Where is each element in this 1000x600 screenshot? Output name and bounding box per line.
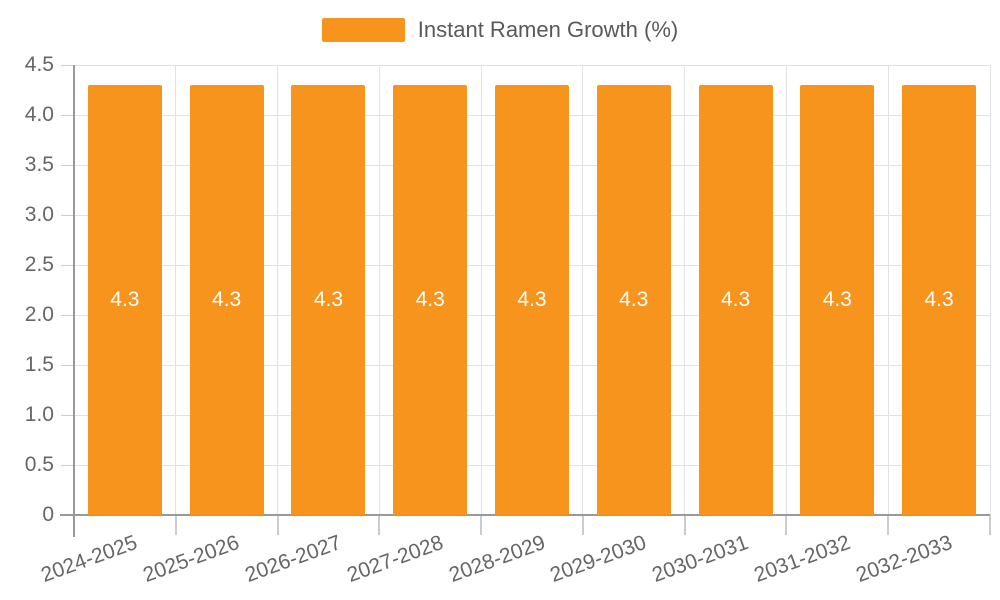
gridline-v: [887, 65, 889, 515]
y-tick: [61, 164, 74, 166]
y-tick-label: 2.5: [24, 253, 54, 276]
y-axis-labels: 0 0.5 1.0 1.5 2.0 2.5 3.0 3.5 4.0 4.5: [0, 53, 54, 526]
x-axis-labels: 2024-2025 2025-2026 2026-2027 2027-2028 2028…: [39, 515, 990, 600]
gridline-v: [378, 65, 380, 515]
bar: [291, 85, 366, 515]
y-tick-label: 0: [42, 503, 54, 526]
y-tick-label: 3.0: [24, 203, 54, 226]
gridline-v: [175, 65, 177, 515]
x-tick: [887, 515, 890, 535]
y-tick-label: 2.0: [24, 303, 54, 326]
x-tick: [174, 515, 177, 535]
x-tick: [276, 515, 279, 535]
gridline-v: [277, 65, 279, 515]
y-tick-label: 4.5: [24, 53, 54, 76]
bar-value-label: 4.3: [924, 288, 954, 311]
x-tick-label: 2028-2029: [445, 531, 548, 587]
plot-area: 4.3 4.3 4.3 4.3 4.3 4.3 4.3 4.3 4.3: [60, 64, 991, 537]
bar: [698, 85, 773, 515]
y-tick: [61, 114, 74, 116]
bar: [902, 85, 977, 515]
x-tick-label: 2032-2033: [852, 531, 955, 587]
gridline-v: [684, 65, 686, 515]
y-tick-label: 0.5: [24, 453, 54, 476]
bar-value-label: 4.3: [619, 288, 649, 311]
y-axis-line: [73, 65, 75, 537]
y-tick: [61, 414, 74, 416]
y-tick-label: 4.0: [24, 103, 54, 126]
y-tick-label: 3.5: [24, 153, 54, 176]
bar: [87, 85, 162, 515]
y-tick-label: 1.5: [24, 353, 54, 376]
legend-swatch: [321, 18, 405, 42]
x-tick-label: 2026-2027: [242, 531, 345, 587]
x-tick: [480, 515, 483, 535]
x-tick-label: 2031-2032: [750, 531, 854, 587]
x-tick: [683, 515, 686, 535]
legend[interactable]: Instant Ramen Growth (%): [0, 17, 1000, 43]
bar-value-label: 4.3: [212, 288, 242, 311]
gridline-v: [989, 65, 991, 515]
bar: [800, 85, 875, 515]
x-tick-label: 2029-2030: [547, 531, 650, 587]
gridline-v: [785, 65, 787, 515]
x-tick: [581, 515, 584, 535]
bar-value-label: 4.3: [822, 288, 852, 311]
y-tick: [61, 214, 74, 216]
gridline-h: [74, 64, 990, 66]
y-tick-label: 1.0: [24, 403, 54, 426]
x-tick-label: 2024-2025: [38, 531, 141, 587]
x-tick-label: 2027-2028: [343, 531, 447, 587]
x-tick-label: 2030-2031: [649, 531, 752, 587]
bar-value-label: 4.3: [517, 288, 547, 311]
bar: [495, 85, 569, 515]
x-tick: [785, 515, 788, 535]
bar: [596, 85, 671, 515]
bar-value-label: 4.3: [720, 288, 751, 311]
x-tick-label: 2025-2026: [140, 531, 243, 587]
gridline-v: [582, 65, 584, 515]
y-tick: [61, 364, 74, 366]
legend-label: Instant Ramen Growth (%): [417, 17, 679, 42]
bar-value-label: 4.3: [110, 288, 140, 311]
gridline-v: [480, 65, 482, 515]
y-tick: [61, 64, 74, 66]
bar-value-label: 4.3: [313, 288, 344, 311]
y-tick: [61, 314, 74, 316]
bar: [393, 85, 468, 515]
x-axis-line: [60, 514, 990, 516]
bar-value-label: 4.3: [415, 288, 445, 311]
x-tick: [989, 515, 991, 535]
x-tick: [378, 515, 381, 535]
bar: [189, 85, 264, 515]
y-tick: [61, 264, 74, 266]
y-tick: [61, 464, 74, 466]
